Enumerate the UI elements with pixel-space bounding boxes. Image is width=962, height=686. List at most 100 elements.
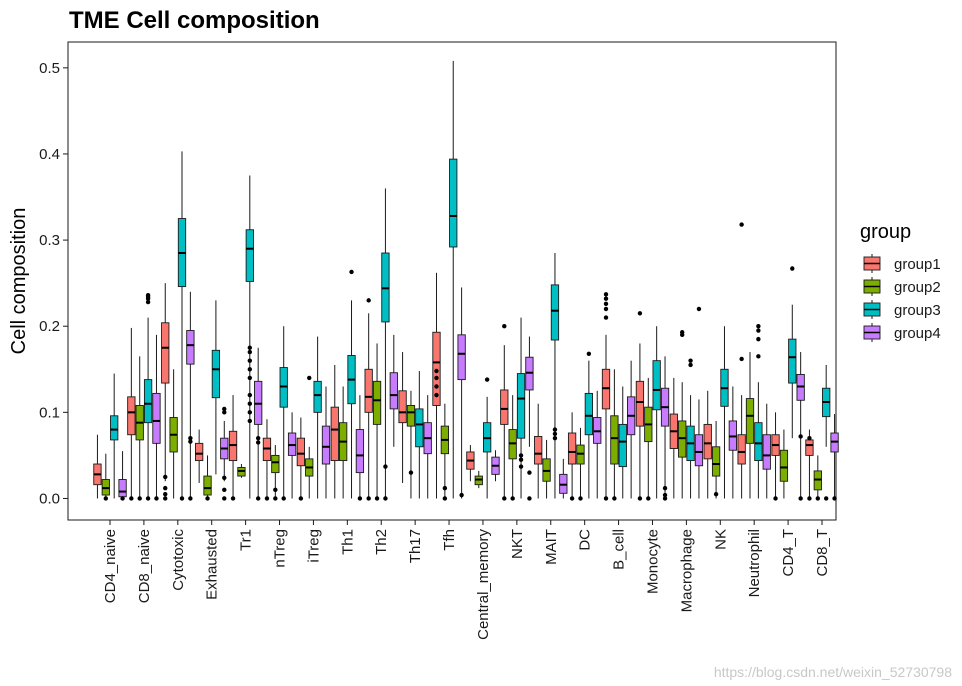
outlier-point [442,485,448,491]
outlier-point [578,496,583,501]
outlier-point [603,306,609,312]
x-tick-label: CD4_T [780,529,797,577]
outlier-point [459,492,464,498]
box-group2 [271,454,280,474]
outlier-point [255,496,261,501]
y-tick-label: 0.3 [39,232,60,249]
box-group1 [737,434,746,465]
box-group4 [389,372,398,410]
outlier-point [281,496,286,501]
box-group4 [186,330,195,365]
watermark: https://blog.csdn.net/weixin_52730798 [713,664,952,680]
x-tick-label: CD8_T [814,529,831,577]
outlier-point [527,470,532,475]
outlier-point [756,354,761,359]
outlier-point [307,375,312,381]
outlier-point [688,362,693,368]
outlier-point [603,496,609,501]
box-group3 [618,423,627,468]
box-group3 [110,415,119,441]
box-group2 [406,405,416,427]
y-tick-label: 0.4 [39,146,60,163]
outlier-point [273,487,278,493]
outlier-point [442,496,448,501]
outlier-point [230,496,236,501]
box-group2 [711,446,721,477]
outlier-point [255,435,261,441]
y-tick-label: 0.1 [39,404,60,421]
outlier-point [366,496,371,501]
outlier-point [247,401,253,406]
outlier-point [137,496,142,501]
box-group1 [567,432,577,465]
outlier-point [518,457,524,462]
outlier-point [662,496,668,501]
outlier-point [552,427,558,432]
outlier-point [247,367,253,372]
x-tick-label: Tfh [441,529,458,551]
outlier-point [434,375,439,381]
box-group2 [372,380,382,425]
x-tick-label: Th17 [407,529,424,563]
outlier-point [154,496,159,501]
outlier-point [569,496,575,501]
box-group3 [584,392,593,436]
outlier-point [434,392,439,398]
box-group3 [143,379,153,424]
outlier-point [586,351,592,356]
outlier-point [222,406,227,412]
box-group4 [355,429,365,474]
box-group3 [788,338,797,384]
outlier-point [264,496,270,501]
outlier-point [222,410,227,415]
outlier-point [434,368,439,374]
outlier-point [815,496,821,501]
x-tick-label: NKT [509,529,526,559]
box-group3 [754,422,763,462]
outlier-point [502,496,507,501]
outlier-point [374,496,380,501]
box-group1 [161,322,170,384]
outlier-point [688,358,693,363]
outlier-point [739,222,744,227]
outlier-point [807,496,812,501]
x-tick-label: Exhausted [204,529,221,600]
outlier-point [103,496,109,501]
box-group1 [635,380,645,427]
legend-label: group1 [894,256,941,273]
x-tick-label: Central_memory [475,529,492,640]
outlier-point [366,298,371,303]
outlier-point [222,475,227,480]
outlier-point [188,439,193,444]
box-group2 [779,449,789,482]
outlier-point [790,266,795,271]
legend-title: group [860,221,911,243]
x-tick-label: B_cell [611,529,628,570]
outlier-point [552,431,558,437]
box-group4 [321,425,331,465]
y-axis-label: Cell composition [8,208,30,355]
x-tick-label: Macrophage [678,529,695,612]
x-tick-label: Monocyte [644,529,661,594]
outlier-point [527,496,532,501]
outlier-point [163,474,168,480]
outlier-point [247,392,253,398]
x-tick-label: MAIT [543,529,560,565]
outlier-point [518,464,524,469]
box-group3 [211,349,221,399]
outlier-point [163,496,168,501]
outlier-point [798,434,803,439]
box-group1 [364,368,373,413]
box-group2 [203,475,212,496]
outlier-point [145,496,151,501]
outlier-point [163,491,168,497]
x-tick-label: nTreg [272,529,289,568]
outlier-point [756,328,761,333]
box-group1 [296,437,306,467]
box-group3 [245,229,254,282]
outlier-point [662,492,668,498]
outlier-point [484,377,490,382]
outlier-point [510,496,515,501]
